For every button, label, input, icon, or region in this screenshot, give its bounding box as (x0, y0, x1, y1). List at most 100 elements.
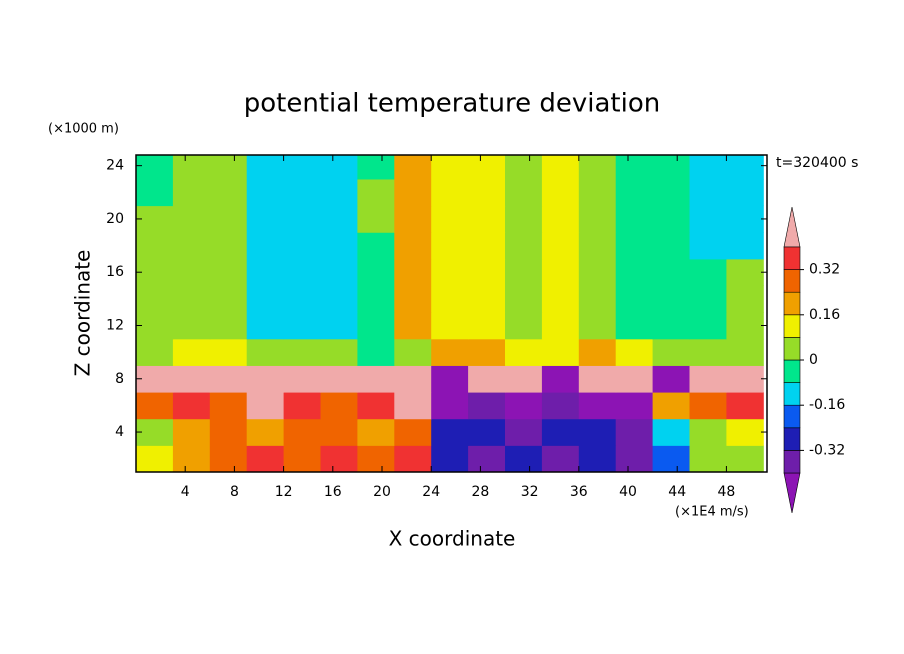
contour-cell (136, 392, 174, 420)
contour-cell (283, 205, 322, 233)
contour-cell (468, 365, 506, 393)
contour-cell (209, 258, 248, 287)
contour-cell (357, 285, 395, 313)
contour-cell (505, 285, 543, 313)
contour-cell (689, 232, 727, 260)
contour-cell (541, 155, 580, 180)
y-tick-label: 12 (106, 317, 124, 333)
contour-cell (283, 232, 322, 260)
contour-cell (246, 155, 285, 180)
contour-cell (136, 365, 174, 393)
contour-cell (505, 205, 543, 233)
contour-cell (246, 365, 285, 393)
contour-cell (615, 338, 654, 366)
contour-cell (652, 258, 691, 287)
contour-cell (394, 258, 432, 287)
chart-title: potential temperature deviation (244, 89, 660, 119)
contour-cell (320, 392, 358, 420)
contour-cell (689, 365, 727, 393)
contour-cell (172, 205, 211, 233)
contour-cell (431, 205, 469, 233)
contour-cell (652, 178, 691, 207)
contour-cell (283, 338, 322, 366)
contour-cell (541, 178, 580, 207)
contour-cell (209, 392, 248, 420)
contour-cell (394, 285, 432, 313)
contour-cell (209, 155, 248, 180)
contour-cell (689, 312, 727, 340)
contour-cell (652, 155, 691, 180)
contour-cell (283, 178, 322, 207)
contour-cell (726, 258, 764, 287)
contour-cell (615, 312, 654, 340)
contour-cell (246, 232, 285, 260)
contour-cell (246, 338, 285, 366)
contour-cell (357, 365, 395, 393)
contour-cell (320, 285, 358, 313)
contour-cell (357, 392, 395, 420)
contour-cell (615, 392, 654, 420)
contour-cell (468, 155, 506, 180)
contour-cell (320, 338, 358, 366)
contour-cell (541, 392, 580, 420)
contour-cell (357, 258, 395, 287)
contour-cell (726, 285, 764, 313)
contour-cell (394, 338, 432, 366)
contour-cell (726, 365, 764, 393)
x-tick-label: 16 (324, 484, 342, 500)
contour-cell (431, 155, 469, 180)
x-tick-label: 4 (181, 484, 190, 500)
colorbar-band (783, 314, 801, 338)
contour-cell (431, 392, 469, 420)
colorbar-tick-label: -0.16 (809, 397, 845, 413)
colorbar-triangle (783, 472, 801, 514)
contour-cell (689, 418, 727, 446)
contour-cell (652, 392, 691, 420)
contour-cell (468, 232, 506, 260)
contour-cell (578, 392, 617, 420)
contour-cell (652, 285, 691, 313)
contour-cell (431, 258, 469, 287)
contour-cell (357, 205, 395, 233)
contour-cell (578, 418, 617, 446)
x-tick-label: 32 (521, 484, 539, 500)
contour-cell (541, 285, 580, 313)
contour-cell (615, 155, 654, 180)
contour-cell (246, 392, 285, 420)
x-tick-label: 8 (230, 484, 239, 500)
contour-cell (320, 232, 358, 260)
y-tick-label: 8 (115, 371, 124, 387)
contour-cell (505, 365, 543, 393)
contour-cell (172, 392, 211, 420)
contour-cell (615, 178, 654, 207)
contour-cell (689, 285, 727, 313)
contour-cell (615, 258, 654, 287)
contour-cell (320, 155, 358, 180)
colorbar-band (783, 359, 801, 383)
colorbar-tick-label: -0.32 (809, 442, 845, 458)
contour-cell (505, 178, 543, 207)
contour-cell (283, 312, 322, 340)
contour-cell (209, 445, 248, 472)
contour-cell (578, 338, 617, 366)
contour-cell (726, 418, 764, 446)
contour-field (136, 155, 764, 472)
contour-cell (468, 312, 506, 340)
y-tick-label: 20 (106, 211, 124, 227)
contour-cell (172, 258, 211, 287)
contour-cell (209, 365, 248, 393)
contour-cell (283, 418, 322, 446)
contour-cell (689, 178, 727, 207)
contour-cell (357, 418, 395, 446)
contour-cell (541, 258, 580, 287)
contour-cell (394, 445, 432, 472)
contour-cell (172, 178, 211, 207)
x-tick-label: 12 (275, 484, 293, 500)
contour-cell (652, 338, 691, 366)
colorbar-tick-label: 0 (809, 352, 818, 368)
contour-cell (431, 285, 469, 313)
contour-cell (726, 205, 764, 233)
contour-cell (431, 312, 469, 340)
y-tick-label: 4 (115, 424, 124, 440)
contour-cell (689, 338, 727, 366)
